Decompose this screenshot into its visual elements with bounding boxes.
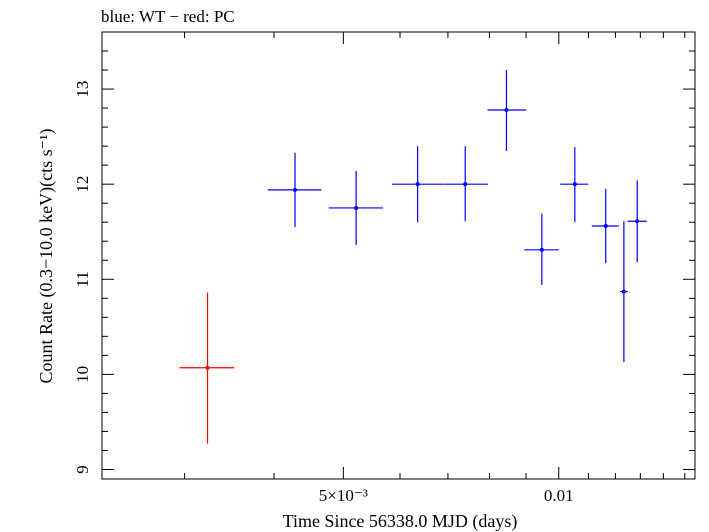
point-marker — [415, 182, 420, 187]
point-marker — [354, 205, 359, 210]
y-axis: 9 10 11 12 13 — [73, 31, 695, 474]
data-point — [591, 188, 619, 264]
y-tick-label: 11 — [73, 271, 92, 287]
point-marker — [603, 224, 608, 229]
x-tick-label: 0.01 — [544, 486, 574, 505]
data-point — [620, 221, 628, 363]
data-point — [328, 170, 383, 246]
point-marker — [621, 289, 626, 294]
y-tick-label: 10 — [73, 366, 92, 383]
x-tick-label: 5×10⁻³ — [319, 486, 368, 505]
point-marker — [463, 182, 468, 187]
data-point — [627, 180, 647, 263]
data-point — [267, 152, 322, 227]
point-marker — [635, 219, 640, 224]
chart-title: blue: WT − red: PC — [101, 7, 235, 26]
data-point — [392, 146, 444, 223]
point-marker — [504, 107, 509, 112]
data-points — [179, 70, 647, 444]
point-marker — [293, 187, 298, 192]
x-axis: 5×10⁻³ 0.01 — [184, 32, 686, 505]
x-axis-label: Time Since 56338.0 MJD (days) — [283, 511, 518, 532]
data-point — [443, 146, 488, 222]
data-point — [560, 147, 589, 223]
y-tick-label: 13 — [73, 81, 92, 98]
data-point — [524, 213, 559, 285]
plot-frame — [101, 31, 696, 480]
y-tick-label: 9 — [73, 465, 92, 474]
data-point — [487, 70, 527, 151]
y-tick-label: 12 — [73, 176, 92, 193]
point-marker — [572, 182, 577, 187]
point-marker — [205, 365, 210, 370]
y-axis-label: Count Rate (0.3−10.0 keV)(cts s⁻¹) — [36, 128, 57, 383]
data-point — [179, 292, 235, 444]
point-marker — [539, 247, 544, 252]
